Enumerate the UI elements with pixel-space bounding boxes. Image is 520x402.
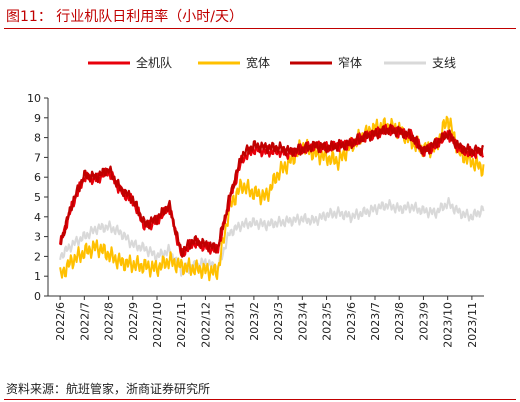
series-line-3 — [59, 197, 485, 277]
series-lines — [59, 115, 485, 282]
series-line-1 — [59, 115, 485, 282]
chart-title: 图11： 行业机队日利用率（小时/天） — [6, 9, 243, 25]
series-line-2 — [59, 123, 485, 258]
x-tick-label: 2023/9 — [417, 302, 430, 341]
y-tick-label: 5 — [34, 191, 41, 204]
y-tick-label: 7 — [34, 151, 41, 164]
y-tick-label: 1 — [34, 270, 41, 283]
x-tick-label: 2023/1 — [224, 302, 237, 341]
x-axis: 2022/6 2022/7 2022/8 2022/9 2022/10 2022/11 20… — [48, 295, 484, 348]
x-tick-label: 2022/11 — [175, 302, 188, 348]
y-tick-label: 4 — [34, 211, 41, 224]
x-tick-label: 2023/10 — [442, 302, 455, 348]
x-tick-label: 2022/12 — [199, 302, 212, 348]
y-tick-label: 8 — [34, 132, 41, 145]
x-tick-label: 2023/6 — [345, 302, 358, 341]
x-tick-label: 2022/7 — [78, 302, 91, 341]
y-tick-label: 2 — [34, 250, 41, 263]
x-tick-label: 2023/11 — [466, 302, 479, 348]
y-tick-label: 9 — [34, 112, 41, 125]
x-tick-label: 2022/10 — [151, 302, 164, 348]
x-tick-label: 2023/2 — [248, 302, 261, 341]
chart-legend: 全机队 宽体 窄体 支线 — [88, 55, 456, 70]
x-tick-label: 2022/9 — [127, 302, 140, 341]
title-rule — [4, 28, 516, 29]
source-note: 资料来源：航班管家，浙商证券研究所 — [6, 382, 211, 396]
bottom-rule — [4, 399, 516, 400]
x-tick-label: 2023/3 — [272, 302, 285, 341]
legend-label: 全机队 — [136, 55, 172, 70]
x-tick-label: 2023/7 — [369, 302, 382, 341]
y-tick-label: 10 — [27, 92, 41, 105]
y-tick-label: 6 — [34, 171, 41, 184]
x-tick-label: 2023/8 — [393, 302, 406, 341]
x-tick-label: 2023/5 — [321, 302, 334, 341]
x-tick-label: 2022/6 — [54, 302, 67, 341]
y-tick-label: 0 — [34, 290, 41, 303]
x-tick-label: 2023/4 — [296, 302, 309, 341]
legend-label: 窄体 — [338, 55, 362, 70]
y-axis: 0 1 2 3 4 5 6 7 8 9 10 — [27, 92, 49, 303]
x-tick-label: 2022/8 — [103, 302, 116, 341]
legend-label: 宽体 — [246, 55, 270, 70]
legend-label: 支线 — [432, 56, 456, 70]
y-tick-label: 3 — [34, 231, 41, 244]
